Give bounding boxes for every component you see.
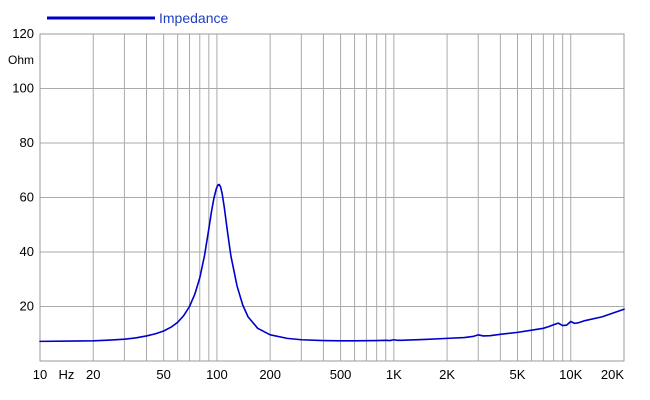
y-gridlines	[40, 33, 624, 307]
x-tick-label: 1K	[386, 367, 402, 382]
x-tick-label: 20	[86, 367, 100, 382]
x-tick-label: 500	[330, 367, 352, 382]
y-tick-label: 60	[20, 190, 34, 205]
x-tick-label: 2K	[439, 367, 455, 382]
y-tick-labels: 20 40 60 80 100 120	[12, 26, 34, 314]
series-group	[39, 183, 625, 343]
y-tick-label: 100	[12, 81, 34, 96]
series-line-impedance	[39, 183, 625, 343]
y-tick-label: 80	[20, 135, 34, 150]
plot-frame	[39, 33, 625, 362]
x-tick-label: 100	[206, 367, 228, 382]
legend-label-impedance: Impedance	[159, 10, 228, 26]
y-tick-label: 40	[20, 244, 34, 259]
x-tick-label: 10K	[559, 367, 582, 382]
x-tick-label: 5K	[510, 367, 526, 382]
legend: Impedance	[47, 10, 228, 26]
x-tick-labels: 10 20 50 100 200 500 1K 2K 5K 10K 20K	[33, 367, 625, 382]
x-tick-label: 50	[156, 367, 170, 382]
y-tick-label: 20	[20, 299, 34, 314]
x-tick-label: 20K	[601, 367, 624, 382]
y-tick-label: 120	[12, 26, 34, 41]
x-tick-label: 200	[259, 367, 281, 382]
x-axis-unit: Hz	[58, 367, 74, 382]
x-tick-label: 10	[33, 367, 47, 382]
y-axis-unit: Ohm	[8, 53, 34, 67]
